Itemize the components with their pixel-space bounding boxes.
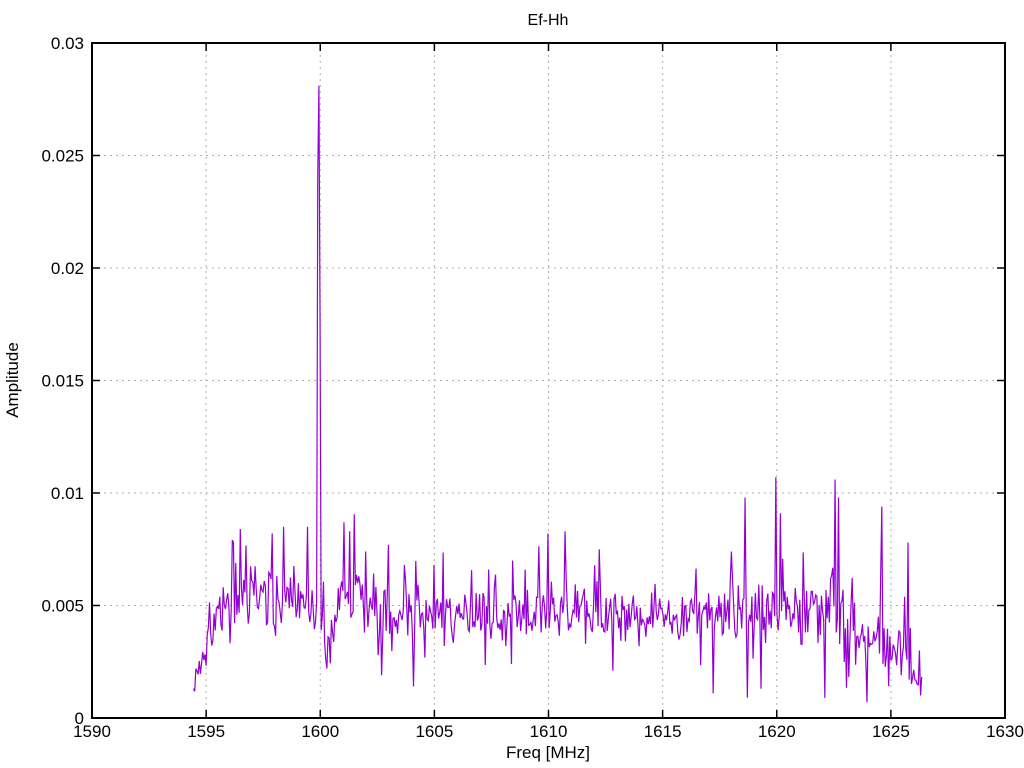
plot-border: [91, 42, 1006, 719]
x-axis-label: Freq [MHz]: [506, 743, 590, 762]
y-tick-label: 0: [75, 709, 84, 728]
spectrum-trace: [193, 85, 923, 703]
x-tick-label: 1615: [644, 722, 682, 741]
x-tick-label: 1630: [986, 722, 1024, 741]
x-tick-label: 1590: [73, 722, 111, 741]
y-tick-label: 0.02: [51, 259, 84, 278]
y-tick-label: 0.015: [41, 372, 84, 391]
chart-title: Ef-Hh: [528, 12, 569, 29]
y-tick-label: 0.01: [51, 484, 84, 503]
x-tick-label: 1610: [530, 722, 568, 741]
x-tick-label: 1605: [415, 722, 453, 741]
y-tick-label: 0.025: [41, 147, 84, 166]
y-tick-label: 0.005: [41, 597, 84, 616]
x-tick-label: 1595: [187, 722, 225, 741]
y-tick-label: 0.03: [51, 34, 84, 53]
data-series: [193, 85, 923, 703]
x-tick-label: 1620: [758, 722, 796, 741]
x-tick-label: 1625: [872, 722, 910, 741]
tick-labels: 1590 1595 1600 1605 1610 1615 1620 1625 1630 0 0.0…: [41, 34, 1023, 741]
y-axis-label: Amplitude: [3, 342, 22, 418]
x-tick-label: 1600: [301, 722, 339, 741]
